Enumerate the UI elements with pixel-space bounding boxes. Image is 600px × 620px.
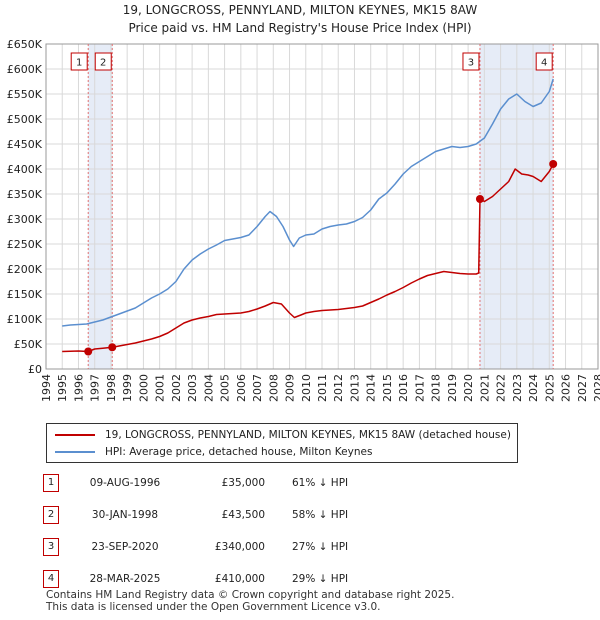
y-tick-label: £550K bbox=[7, 88, 43, 101]
x-tick-label: 2010 bbox=[300, 374, 313, 402]
x-tick-label: 2011 bbox=[316, 374, 329, 402]
x-tick-label: 2019 bbox=[446, 374, 459, 402]
x-tick-label: 2013 bbox=[348, 374, 361, 402]
y-tick-label: £150K bbox=[7, 288, 43, 301]
marker-label-box bbox=[70, 52, 88, 71]
x-tick-label: 2028 bbox=[592, 374, 600, 402]
y-tick-label: £600K bbox=[7, 63, 43, 76]
row-date: 30-JAN-1998 bbox=[91, 509, 159, 521]
sale-point bbox=[108, 343, 117, 352]
x-tick-label: 1997 bbox=[89, 374, 102, 402]
x-tick-label: 1999 bbox=[121, 374, 134, 402]
y-tick-label: £650K bbox=[7, 38, 43, 51]
x-tick-label: 2017 bbox=[413, 374, 426, 402]
row-date: 09-AUG-1996 bbox=[89, 477, 161, 489]
x-tick-label: 1996 bbox=[72, 374, 85, 402]
x-tick-label: 2005 bbox=[219, 374, 232, 402]
row-price: £340,000 bbox=[214, 541, 265, 553]
x-tick-label: 2015 bbox=[381, 374, 394, 402]
x-tick-label: 2001 bbox=[154, 374, 167, 402]
x-tick-label: 2014 bbox=[365, 374, 378, 402]
x-tick-label: 2012 bbox=[332, 374, 345, 402]
x-tick-label: 2009 bbox=[284, 374, 297, 402]
y-tick-label: £100K bbox=[7, 313, 43, 326]
row-date: 23-SEP-2020 bbox=[91, 541, 159, 553]
x-tick-label: 2027 bbox=[576, 374, 589, 402]
x-tick-label: 1998 bbox=[105, 374, 118, 402]
series-line-hpi bbox=[62, 78, 554, 327]
row-number-badge: 2 bbox=[43, 506, 59, 524]
row-number-badge: 3 bbox=[43, 538, 59, 556]
table-row: 3 23-SEP-2020 £340,000 27% ↓ HPI bbox=[0, 534, 600, 558]
x-tick-label: 1995 bbox=[56, 374, 69, 402]
x-tick-label: 2018 bbox=[430, 374, 443, 402]
legend-label-property: 19, LONGCROSS, PENNYLAND, MILTON KEYNES,… bbox=[105, 429, 511, 441]
row-hpi: 27% ↓ HPI bbox=[292, 541, 349, 553]
footer-license: This data is licensed under the Open Gov… bbox=[46, 601, 381, 613]
x-tick-label: 1994 bbox=[40, 374, 53, 402]
chart-subtitle: Price paid vs. HM Land Registry's House … bbox=[128, 21, 472, 35]
marker-label: 4 bbox=[541, 58, 547, 69]
y-tick-label: £50K bbox=[14, 338, 43, 351]
sale-point bbox=[549, 160, 558, 168]
row-price: £43,500 bbox=[221, 509, 265, 521]
table-row: 1 09-AUG-1996 £35,000 61% ↓ HPI bbox=[0, 470, 600, 494]
row-hpi: 61% ↓ HPI bbox=[292, 477, 349, 489]
x-tick-label: 2000 bbox=[137, 374, 150, 402]
legend-item-hpi: HPI: Average price, detached house, Milt… bbox=[55, 444, 372, 460]
row-number-badge: 1 bbox=[43, 474, 59, 492]
x-tick-label: 2006 bbox=[235, 374, 248, 402]
y-tick-label: £350K bbox=[7, 188, 43, 201]
marker-label: 3 bbox=[468, 58, 474, 69]
y-tick-label: £200K bbox=[7, 263, 43, 276]
legend-swatch-hpi bbox=[55, 451, 95, 453]
sale-point bbox=[475, 195, 484, 203]
table-row: 2 30-JAN-1998 £43,500 58% ↓ HPI bbox=[0, 502, 600, 526]
x-tick-label: 2016 bbox=[397, 374, 410, 402]
legend-label-hpi: HPI: Average price, detached house, Milt… bbox=[105, 446, 373, 458]
chart-title: 19, LONGCROSS, PENNYLAND, MILTON KEYNES,… bbox=[122, 3, 478, 17]
x-tick-label: 2020 bbox=[462, 374, 475, 402]
row-price: £410,000 bbox=[214, 573, 265, 585]
y-tick-label: £250K bbox=[7, 238, 43, 251]
x-tick-label: 2026 bbox=[560, 374, 573, 402]
marker-label: 2 bbox=[100, 58, 106, 69]
x-tick-label: 2003 bbox=[186, 374, 199, 402]
sale-point bbox=[84, 347, 93, 356]
y-tick-label: £500K bbox=[7, 113, 43, 126]
y-tick-label: £450K bbox=[7, 138, 43, 151]
y-tick-label: £0 bbox=[28, 363, 42, 376]
x-tick-label: 2023 bbox=[511, 374, 524, 402]
x-tick-label: 2025 bbox=[543, 374, 556, 402]
x-tick-label: 2022 bbox=[495, 374, 508, 402]
legend-swatch-property bbox=[55, 434, 95, 436]
row-price: £35,000 bbox=[221, 477, 265, 489]
y-tick-label: £400K bbox=[7, 163, 43, 176]
legend: 19, LONGCROSS, PENNYLAND, MILTON KEYNES,… bbox=[46, 423, 518, 463]
shaded-region bbox=[88, 44, 113, 369]
row-hpi: 29% ↓ HPI bbox=[292, 573, 349, 585]
x-tick-label: 2008 bbox=[267, 374, 280, 402]
x-tick-label: 2007 bbox=[251, 374, 264, 402]
row-date: 28-MAR-2025 bbox=[89, 573, 161, 585]
x-tick-label: 2004 bbox=[202, 374, 215, 402]
marker-label: 1 bbox=[76, 58, 82, 69]
price-chart: 1 2 3 4 £0 £50K £100K £150K £200K £250K £300K £350K… bbox=[7, 38, 600, 402]
x-tick-label: 2021 bbox=[478, 374, 491, 402]
plot-area-border bbox=[45, 43, 599, 370]
marker-label-box bbox=[94, 52, 112, 71]
row-number-badge: 4 bbox=[43, 570, 59, 588]
marker-label-box bbox=[462, 52, 480, 71]
y-tick-label: £300K bbox=[7, 213, 43, 226]
legend-item-property: 19, LONGCROSS, PENNYLAND, MILTON KEYNES,… bbox=[55, 427, 511, 443]
x-tick-label: 2002 bbox=[170, 374, 183, 402]
table-row: 4 28-MAR-2025 £410,000 29% ↓ HPI bbox=[0, 566, 600, 590]
row-hpi: 58% ↓ HPI bbox=[292, 509, 349, 521]
x-tick-label: 2024 bbox=[527, 374, 540, 402]
marker-label-box bbox=[535, 52, 553, 71]
footer-copyright: Contains HM Land Registry data © Crown c… bbox=[46, 589, 455, 601]
